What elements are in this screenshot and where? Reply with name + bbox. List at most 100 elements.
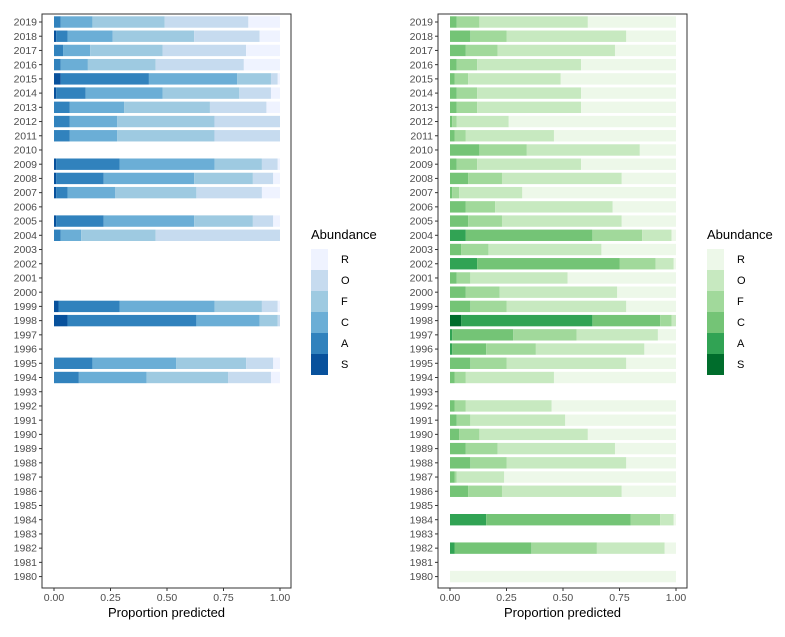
y-tick-label: 1994: [14, 372, 38, 384]
bar-segment-2013-f: [124, 101, 210, 114]
bar-segment-2002-c: [477, 258, 620, 270]
y-tick-label: 2012: [14, 116, 38, 128]
bar-segment-2001-r: [567, 272, 676, 284]
bar-segment-2011-r: [553, 130, 676, 142]
y-tick-label: 2017: [410, 45, 434, 57]
bar-segment-1995-o: [246, 357, 274, 369]
bar-segment-2004-r: [671, 229, 676, 241]
bar-segment-1995-c: [92, 357, 177, 369]
bar-segment-2018-c: [450, 30, 471, 42]
bar-segment-2001-o: [470, 272, 568, 284]
bar-segment-1982-f: [531, 542, 597, 554]
bar-segment-2015-o: [468, 73, 561, 85]
bar-segment-2008-c: [103, 172, 195, 185]
bar-segment-1995-r: [273, 357, 280, 369]
bar-segment-1994-c: [78, 371, 147, 384]
bar-segment-1988-o: [506, 457, 627, 469]
bar-segment-1999-o: [506, 300, 627, 313]
legend-title: Abundance: [311, 227, 377, 242]
bar-segment-2002-o: [655, 258, 674, 270]
bar-segment-2009-s: [54, 158, 57, 170]
bar-segment-2007-c: [67, 186, 116, 199]
y-tick-label: 1986: [14, 486, 38, 498]
y-tick-label: 2000: [410, 287, 434, 299]
bar-segment-2016-f: [456, 58, 478, 71]
bar-segment-2011-f: [454, 130, 466, 142]
bar-segment-1998-s: [54, 314, 68, 327]
bar-segment-1992-f: [454, 400, 466, 412]
legend-label-o: O: [341, 275, 350, 287]
bar-segment-2006-c: [450, 201, 466, 213]
x-axis-title: Proportion predicted: [108, 605, 225, 620]
bar-segment-2009-c: [450, 158, 457, 170]
bar-segment-2012-c: [69, 115, 118, 128]
bar-segment-1990-f: [459, 428, 480, 441]
bar-segment-2004-o: [155, 229, 280, 241]
y-tick-label: 1999: [410, 301, 434, 313]
bar-segment-2005-f: [194, 215, 253, 227]
legend-label-s: S: [341, 359, 348, 371]
bar-segment-2005-a: [56, 215, 104, 227]
y-tick-label: 2009: [14, 159, 38, 171]
bar-segment-2006-r: [612, 201, 676, 213]
bar-segment-1992-c: [450, 400, 455, 412]
bar-segment-2017-r: [614, 44, 676, 57]
bar-segment-2009-c: [119, 158, 215, 170]
bar-segment-2016-r: [243, 58, 280, 71]
bar-segment-1998-f: [660, 314, 672, 327]
bar-segment-2004-c: [465, 229, 593, 241]
bar-segment-1984-f: [630, 514, 661, 526]
y-tick-label: 1987: [14, 472, 38, 484]
bar-segment-1997-a: [450, 329, 453, 341]
bar-segment-2014-c: [85, 87, 163, 99]
bar-segment-2009-r: [277, 158, 280, 170]
bar-segment-2014-r: [581, 87, 676, 99]
y-tick-label: 2004: [410, 230, 434, 242]
bar-segment-2008-a: [56, 172, 104, 185]
bar-segment-1994-a: [54, 371, 79, 384]
y-tick-label: 1998: [410, 315, 434, 327]
y-tick-label: 1997: [14, 329, 38, 341]
bar-segment-2019-r: [587, 16, 676, 28]
bar-segment-1998-o: [277, 314, 280, 327]
x-tick-label: 0.00: [44, 592, 65, 604]
y-tick-label: 1989: [14, 443, 38, 455]
x-tick-label: 0.75: [213, 592, 234, 604]
bar-segment-2012-a: [54, 115, 70, 128]
bar-segment-2016-f: [87, 58, 156, 71]
y-tick-label: 2000: [14, 287, 38, 299]
bar-segment-2019-o: [479, 16, 588, 28]
bar-segment-2018-r: [259, 30, 280, 42]
x-tick-label: 1.00: [270, 592, 291, 604]
y-tick-label: 1987: [410, 472, 434, 484]
bar-segment-1989-f: [465, 442, 498, 455]
y-tick-label: 1996: [410, 344, 434, 356]
bar-segment-1999-r: [626, 300, 676, 313]
bar-segment-2019-r: [248, 16, 280, 28]
bar-segment-2018-o: [506, 30, 627, 42]
bar-segment-2009-o: [477, 158, 582, 170]
bar-segment-2011-o: [465, 130, 554, 142]
bar-segment-2016-r: [581, 58, 676, 71]
bar-segment-2014-s: [54, 87, 57, 99]
legend-label-a: A: [737, 338, 745, 350]
bar-segment-2015-r: [277, 73, 280, 85]
y-tick-label: 2001: [14, 273, 38, 285]
bar-segment-2005-o: [501, 215, 622, 227]
bar-segment-2013-c: [450, 101, 457, 114]
bar-segment-1984-c: [486, 514, 631, 526]
y-tick-label: 2002: [410, 258, 434, 270]
bar-segment-2006-f: [465, 201, 496, 213]
bar-segment-1999-c: [450, 300, 471, 313]
bar-segment-2010-o: [526, 144, 640, 156]
legend-key-c: [311, 312, 328, 333]
bar-segment-1998-f: [259, 314, 278, 327]
y-tick-label: 2007: [14, 187, 38, 199]
bar-segment-1998-a: [67, 314, 197, 327]
bar-segment-2007-s: [54, 186, 57, 199]
bar-segment-2007-o: [459, 186, 523, 199]
bar-segment-2002-a: [450, 258, 478, 270]
bar-segment-2009-f: [214, 158, 262, 170]
bar-segment-2009-o: [261, 158, 278, 170]
bar-segment-1988-c: [450, 457, 471, 469]
